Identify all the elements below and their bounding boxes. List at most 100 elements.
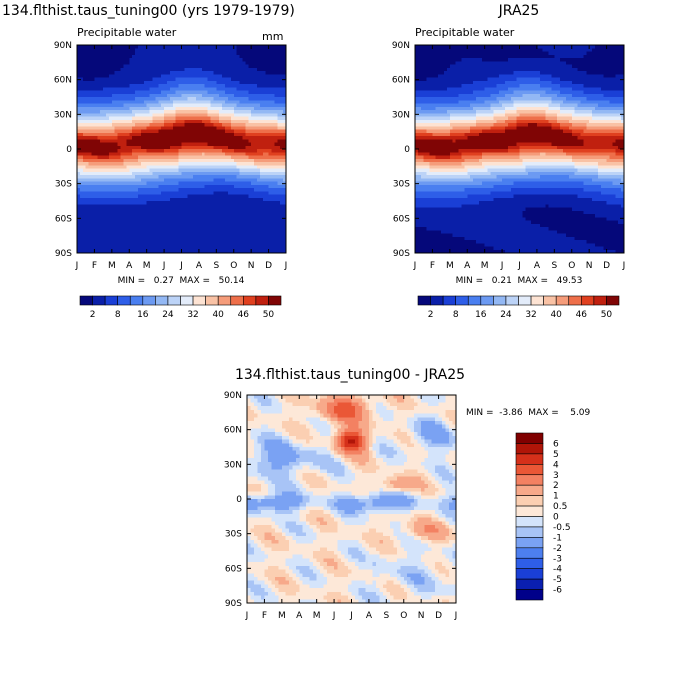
heatmap-cell: [233, 175, 238, 179]
heatmap-cell: [137, 181, 142, 186]
heatmap-cell: [577, 48, 582, 53]
heatmap-cell: [225, 168, 229, 173]
heatmap-cell: [111, 188, 116, 192]
heatmap-cell: [283, 90, 286, 95]
heatmap-cell: [164, 184, 168, 189]
heatmap-cell: [135, 129, 139, 134]
heatmap-cell: [97, 54, 101, 59]
heatmap-cell: [222, 58, 226, 62]
heatmap-cell: [277, 58, 281, 62]
heatmap-cell: [155, 217, 159, 222]
heatmap-cell: [283, 80, 286, 85]
heatmap-cell: [490, 48, 494, 53]
heatmap-cell: [129, 197, 133, 202]
heatmap-cell: [236, 106, 241, 111]
heatmap-cell: [259, 113, 264, 118]
heatmap-cell: [94, 87, 98, 92]
heatmap-cell: [225, 204, 229, 209]
heatmap-cell: [600, 51, 605, 56]
heatmap-cell: [100, 51, 104, 56]
heatmap-cell: [103, 119, 107, 124]
heatmap-cell: [274, 168, 278, 173]
heatmap-cell: [207, 171, 212, 176]
heatmap-cell: [204, 139, 209, 144]
heatmap-cell: [152, 139, 156, 144]
heatmap-cell: [88, 106, 93, 111]
heatmap-cell: [190, 162, 194, 166]
heatmap-cell: [161, 188, 165, 192]
heatmap-cell: [271, 149, 275, 153]
heatmap-cell: [239, 45, 244, 49]
heatmap-cell: [103, 158, 107, 163]
heatmap-cell: [88, 152, 93, 157]
heatmap-cell: [169, 175, 174, 179]
heatmap-cell: [242, 246, 246, 251]
heatmap-cell: [146, 184, 151, 189]
heatmap-cell: [230, 240, 235, 244]
heatmap-cell: [123, 184, 127, 189]
heatmap-cell: [137, 77, 142, 82]
heatmap-cell: [583, 54, 587, 59]
heatmap-cell: [207, 48, 212, 53]
heatmap-cell: [140, 201, 145, 205]
heatmap-cell: [271, 194, 275, 199]
heatmap-cell: [245, 178, 249, 183]
heatmap-cell: [126, 97, 130, 101]
heatmap-cell: [187, 207, 191, 212]
heatmap-cell: [172, 84, 177, 88]
heatmap-cell: [435, 54, 439, 59]
heatmap-cell: [187, 152, 191, 157]
heatmap-cell: [149, 204, 154, 209]
heatmap-cell: [158, 139, 162, 144]
heatmap-cell: [149, 129, 154, 134]
heatmap-cell: [117, 220, 122, 225]
heatmap-cell: [233, 100, 238, 105]
heatmap-cell: [230, 51, 235, 56]
heatmap-cell: [277, 236, 281, 241]
heatmap-cell: [164, 152, 168, 157]
heatmap-cell: [82, 155, 87, 160]
heatmap-cell: [274, 80, 278, 85]
heatmap-cell: [79, 201, 84, 205]
heatmap-cell: [149, 191, 154, 196]
heatmap-cell: [441, 51, 445, 56]
heatmap-cell: [187, 64, 191, 69]
heatmap-cell: [201, 113, 206, 118]
heatmap-cell: [129, 149, 133, 153]
heatmap-cell: [187, 175, 191, 179]
heatmap-cell: [271, 113, 275, 118]
heatmap-cell: [123, 233, 127, 238]
heatmap-cell: [91, 132, 96, 137]
heatmap-cell: [82, 240, 87, 244]
heatmap-cell: [193, 110, 197, 114]
heatmap-cell: [135, 87, 139, 92]
heatmap-cell: [178, 155, 183, 160]
heatmap-cell: [137, 152, 142, 157]
heatmap-cell: [487, 54, 492, 59]
heatmap-cell: [432, 45, 436, 49]
heatmap-cell: [248, 45, 252, 49]
heatmap-cell: [198, 188, 203, 192]
heatmap-cell: [198, 149, 203, 153]
heatmap-cell: [493, 51, 497, 56]
heatmap-cell: [169, 249, 174, 253]
heatmap-cell: [178, 184, 183, 189]
heatmap-cell: [103, 126, 107, 131]
heatmap-cell: [204, 240, 209, 244]
heatmap-cell: [97, 210, 101, 215]
heatmap-cell: [140, 67, 145, 72]
heatmap-cell: [268, 142, 273, 147]
heatmap-cell: [79, 194, 84, 199]
heatmap-cell: [117, 74, 122, 79]
heatmap-cell: [79, 93, 84, 98]
heatmap-cell: [196, 84, 200, 88]
heatmap-cell: [216, 197, 220, 202]
heatmap-cell: [79, 132, 84, 137]
heatmap-cell: [563, 45, 567, 49]
heatmap-cell: [201, 145, 206, 150]
heatmap-cell: [103, 194, 107, 199]
heatmap-cell: [216, 61, 220, 66]
heatmap-cell: [283, 119, 286, 124]
heatmap-cell: [158, 158, 162, 163]
heatmap-cell: [132, 45, 136, 49]
